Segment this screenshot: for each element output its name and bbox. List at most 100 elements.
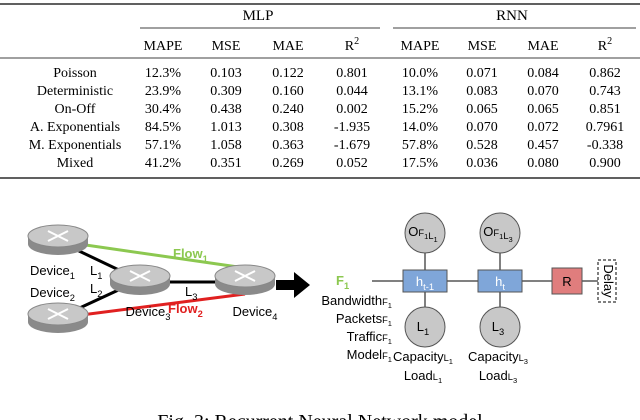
- cell: 0.269: [272, 156, 304, 171]
- text-part: 0.528: [466, 138, 498, 153]
- text-part: 0.044: [336, 84, 368, 99]
- cell: 0.363: [272, 138, 304, 153]
- link-label: L1: [90, 263, 102, 281]
- subscript: 1: [388, 337, 392, 346]
- cell: 0.457: [527, 138, 559, 153]
- text-part: Traffic: [347, 329, 383, 344]
- text-part: F: [382, 351, 388, 361]
- cell: 0.072: [527, 120, 559, 135]
- text-part: 57.1%: [145, 138, 182, 153]
- column-header: MAE: [272, 39, 303, 54]
- subscript: 4: [272, 312, 277, 322]
- text-part: 84.5%: [145, 120, 182, 135]
- text-part: 0.457: [527, 138, 559, 153]
- cell: -1.679: [334, 138, 370, 153]
- text-part: 14.0%: [402, 120, 439, 135]
- cell: 1.058: [210, 138, 242, 153]
- text-part: On-Off: [55, 102, 96, 117]
- cell: 0.862: [589, 66, 621, 81]
- text-part: F: [382, 333, 388, 343]
- subscript: 2: [198, 309, 203, 319]
- subscript: 1: [388, 319, 392, 328]
- cell: 57.1%: [145, 138, 182, 153]
- group-header: RNN: [496, 8, 528, 24]
- subscript: 1: [388, 301, 392, 310]
- row-label: Deterministic: [37, 84, 113, 99]
- text-part: Bandwidth: [321, 293, 382, 308]
- text-part: 0.052: [336, 156, 368, 171]
- text-part: Flow: [168, 301, 198, 316]
- cell: 0.240: [272, 102, 304, 117]
- cell: 0.002: [336, 102, 368, 117]
- cell: 57.8%: [402, 138, 439, 153]
- text-part: R: [345, 39, 355, 54]
- text-part: L: [417, 319, 424, 334]
- text-part: 0.7961: [586, 120, 625, 135]
- cell: 0.801: [336, 66, 368, 81]
- text-part: MAE: [527, 39, 558, 54]
- text-part: 15.2%: [402, 102, 439, 117]
- subscript: 1: [424, 327, 429, 337]
- cell: 0.070: [466, 120, 498, 135]
- subscript: 3: [509, 235, 513, 244]
- text-part: 1.058: [210, 138, 242, 153]
- cell: 1.013: [210, 120, 242, 135]
- text-part: MSE: [468, 39, 497, 54]
- text-part: Device: [126, 304, 166, 319]
- text-part: Model: [347, 347, 383, 362]
- cell: 15.2%: [402, 102, 439, 117]
- cell: 0.070: [527, 84, 559, 99]
- text-part: 0.065: [466, 102, 498, 117]
- link-node-label: L1: [417, 319, 429, 337]
- network: [27, 224, 310, 334]
- text-part: 0.071: [466, 66, 498, 81]
- text-part: A. Exponentials: [30, 120, 120, 135]
- cell: 0.851: [589, 102, 621, 117]
- text-part: F: [382, 297, 388, 307]
- output-label: OF1L1: [408, 224, 437, 244]
- text-part: 0.900: [589, 156, 621, 171]
- cell: 84.5%: [145, 120, 182, 135]
- text-part: 1.013: [210, 120, 242, 135]
- flow-label: Flow1: [173, 246, 208, 264]
- text-part: L: [444, 353, 449, 363]
- text-part: 0.438: [210, 102, 242, 117]
- row-label: A. Exponentials: [30, 120, 120, 135]
- row-label: M. Exponentials: [29, 138, 122, 153]
- cell: 0.080: [527, 156, 559, 171]
- input-label: BandwidthF1: [321, 293, 392, 310]
- superscript: 2: [354, 36, 359, 47]
- text-part: Packets: [336, 311, 383, 326]
- text-part: -1.935: [334, 120, 370, 135]
- text-part: Device: [30, 263, 70, 278]
- superscript: 2: [607, 36, 612, 47]
- text-part: 0.801: [336, 66, 368, 81]
- subscript: 1: [344, 281, 349, 291]
- cell: 0.083: [466, 84, 498, 99]
- text-part: RNN: [496, 8, 528, 24]
- cell: -1.935: [334, 120, 370, 135]
- text-part: F: [493, 228, 499, 238]
- text-part: 0.851: [589, 102, 621, 117]
- feature-label: CapacityL1: [393, 349, 453, 366]
- subscript: t-1: [423, 282, 434, 292]
- text-part: Fig. 3: Recurrent Neural Network model: [157, 411, 483, 420]
- cell: 10.0%: [402, 66, 439, 81]
- cell: 0.308: [272, 120, 304, 135]
- subscript: 1: [388, 355, 392, 364]
- text-part: 12.3%: [145, 66, 182, 81]
- cell: 0.528: [466, 138, 498, 153]
- text-part: F: [418, 228, 424, 238]
- column-header: R2: [345, 36, 359, 54]
- text-part: 0.363: [272, 138, 304, 153]
- text-part: Device: [233, 304, 273, 319]
- cell: 17.5%: [402, 156, 439, 171]
- text-part: L: [433, 372, 438, 382]
- link-label: L3: [185, 284, 197, 302]
- cell: 0.044: [336, 84, 368, 99]
- text-part: 0.070: [527, 84, 559, 99]
- column-header: MAE: [527, 39, 558, 54]
- input-label: TrafficF1: [347, 329, 392, 346]
- caption: Fig. 3: Recurrent Neural Network model: [157, 411, 483, 420]
- subscript: 3: [499, 327, 504, 337]
